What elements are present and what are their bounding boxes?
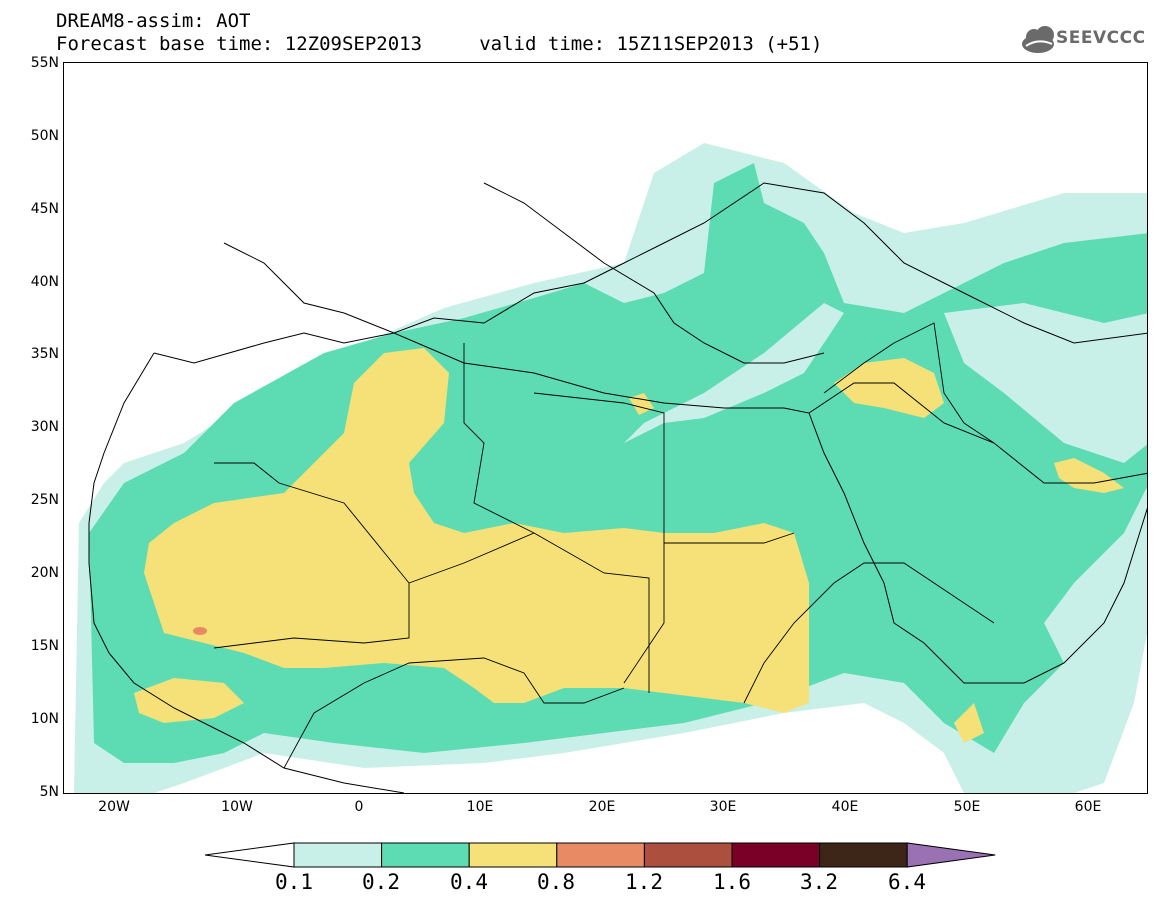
aot-pale-east-med xyxy=(624,303,844,443)
seevccc-logo xyxy=(1022,26,1054,53)
lat-label-10n: 10N xyxy=(30,711,59,727)
aot-yellow-iran xyxy=(1054,458,1124,493)
lat-label-20n: 20N xyxy=(30,565,59,581)
colorbar-label-0.1: 0.1 xyxy=(275,870,313,894)
colorbar-segment-6 xyxy=(731,842,821,868)
logo-text: SEEVCCC xyxy=(1056,28,1146,48)
aot-yellow-horn xyxy=(954,703,984,743)
aot-map xyxy=(63,62,1148,794)
aot-yellow-west-africa xyxy=(134,678,244,723)
forecast-time-line: Forecast base time: 12Z09SEP2013 valid t… xyxy=(56,33,823,55)
colorbar-label-0.4: 0.4 xyxy=(450,870,488,894)
coastlines xyxy=(88,182,1147,793)
colorbar-segment-low xyxy=(205,842,295,868)
lon-label-60e: 60E xyxy=(1074,799,1102,815)
aot-contour-0.8 xyxy=(193,627,207,635)
lat-label-50n: 50N xyxy=(30,128,59,144)
colorbar-label-1.6: 1.6 xyxy=(713,870,751,894)
lon-label-30e: 30E xyxy=(709,799,737,815)
aot-pale-east-med-2 xyxy=(944,303,1147,463)
lon-label-20e: 20E xyxy=(588,799,616,815)
lon-label-0: 0 xyxy=(354,799,364,815)
lat-label-45n: 45N xyxy=(30,201,59,217)
map-title: DREAM8-assim: AOT xyxy=(56,10,251,32)
aot-yellow-iraq xyxy=(834,358,944,418)
lon-label-40e: 40E xyxy=(831,799,859,815)
colorbar-segment-3 xyxy=(468,842,558,868)
colorbar-segment-2 xyxy=(381,842,470,868)
colorbar-label-0.8: 0.8 xyxy=(537,870,575,894)
colorbar-label-3.2: 3.2 xyxy=(800,870,838,894)
lon-label-10w: 10W xyxy=(221,799,253,815)
lat-label-5n: 5N xyxy=(39,784,59,800)
colorbar-label-0.2: 0.2 xyxy=(362,870,400,894)
lat-label-35n: 35N xyxy=(30,346,59,362)
colorbar-label-6.4: 6.4 xyxy=(888,870,926,894)
cloud-icon xyxy=(1022,26,1054,53)
colorbar-segment-high xyxy=(906,842,996,868)
colorbar-segment-7 xyxy=(819,842,908,868)
aot-contour-0.4 xyxy=(144,348,809,713)
lat-label-15n: 15N xyxy=(30,638,59,654)
lat-label-25n: 25N xyxy=(30,492,59,508)
colorbar-segment-5 xyxy=(643,842,733,868)
colorbar xyxy=(205,842,996,868)
lon-label-50e: 50E xyxy=(953,799,981,815)
lat-label-40n: 40N xyxy=(30,274,59,290)
lon-label-20w: 20W xyxy=(98,799,130,815)
colorbar-segment-1 xyxy=(293,842,383,868)
lat-label-55n: 55N xyxy=(30,55,59,71)
lat-label-30n: 30N xyxy=(30,419,59,435)
colorbar-segment-4 xyxy=(556,842,645,868)
borders xyxy=(213,322,995,769)
map-svg xyxy=(74,143,1147,793)
lon-label-10e: 10E xyxy=(466,799,494,815)
colorbar-label-1.2: 1.2 xyxy=(625,870,663,894)
